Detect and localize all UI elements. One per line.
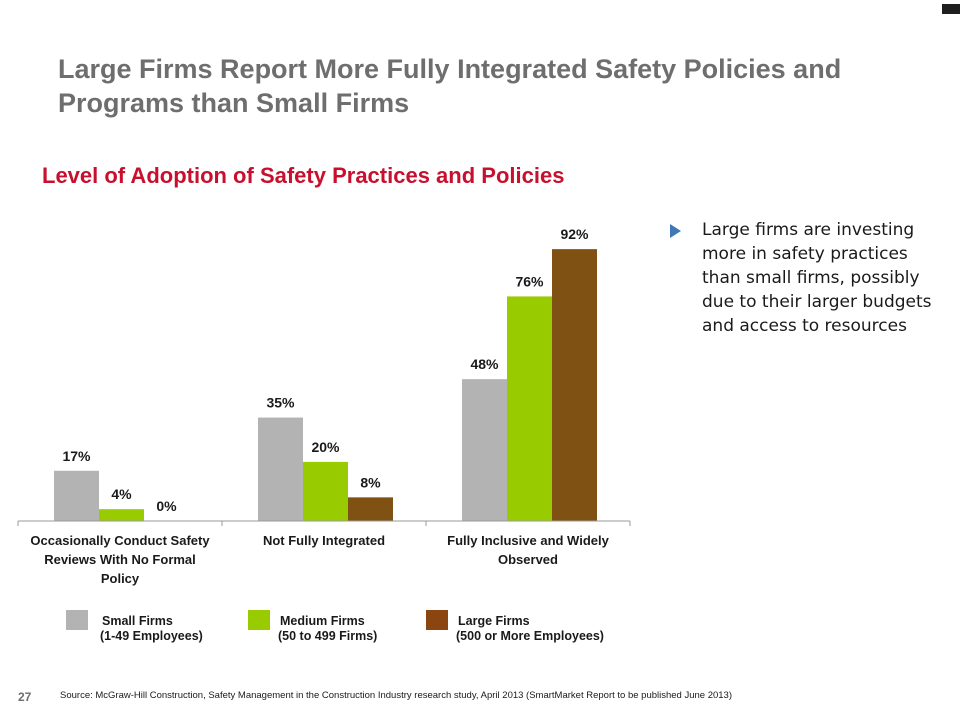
bar-medium-2	[303, 461, 348, 521]
data-label-large-2: 8%	[360, 474, 381, 490]
data-label-small-2: 35%	[266, 395, 295, 411]
page-number: 27	[18, 690, 32, 704]
legend-swatch-small	[66, 610, 88, 630]
bar-large-3	[552, 249, 597, 521]
legend-sub-large: (500 or More Employees)	[456, 629, 604, 643]
chart-title: Level of Adoption of Safety Practices an…	[42, 163, 565, 188]
legend-name-medium: Medium Firms	[280, 614, 365, 628]
data-label-small-3: 48%	[470, 356, 499, 372]
data-label-medium-2: 20%	[311, 439, 340, 455]
bar-small-2	[258, 417, 303, 521]
x-tick-label-3: Fully Inclusive and Widely Observed	[447, 533, 609, 567]
legend-sub-small: (1-49 Employees)	[100, 629, 203, 643]
x-tick-label-1: Occasionally Conduct Safety Reviews With …	[30, 533, 210, 586]
data-label-small-1: 17%	[62, 448, 91, 464]
bar-small-1	[54, 470, 99, 521]
legend-swatch-medium	[248, 610, 270, 630]
legend-name-large: Large Firms	[458, 614, 530, 628]
data-label-medium-1: 4%	[111, 486, 132, 502]
bullet-text: Large firms are investing more in safety…	[702, 220, 932, 336]
bar-large-2	[348, 497, 393, 521]
bar-medium-1	[99, 509, 144, 521]
legend-name-small: Small Firms	[102, 614, 173, 628]
legend-swatch-large	[426, 610, 448, 630]
legend-label-medium: Medium Firms (50 to 499 Firms)	[278, 614, 500, 644]
data-label-large-1: 0%	[156, 498, 177, 514]
bar-medium-3	[507, 296, 552, 521]
bar-chart: 17% 35% 48% 4% 20% 76% 0% 8% 92% Occasionally Con…	[17, 226, 631, 586]
source-note: Source: McGraw-Hill Construction, Safety…	[60, 690, 733, 701]
corner-mark	[942, 4, 960, 14]
slide-title: Large Firms Report More Fully Integrated…	[58, 54, 842, 118]
bar-small-3	[462, 379, 507, 521]
bullet-panel: Large firms are investing more in safety…	[668, 218, 938, 338]
legend-label-small: Small Firms (1-49 Employees)	[100, 614, 322, 644]
legend-sub-medium: (50 to 499 Firms)	[278, 629, 378, 643]
data-label-large-3: 92%	[560, 226, 589, 242]
legend-label-large: Large Firms (500 or More Employees)	[456, 614, 678, 644]
data-label-medium-3: 76%	[515, 273, 544, 289]
bullet-arrow-icon	[670, 224, 681, 238]
x-tick-label-2: Not Fully Integrated	[263, 533, 385, 548]
